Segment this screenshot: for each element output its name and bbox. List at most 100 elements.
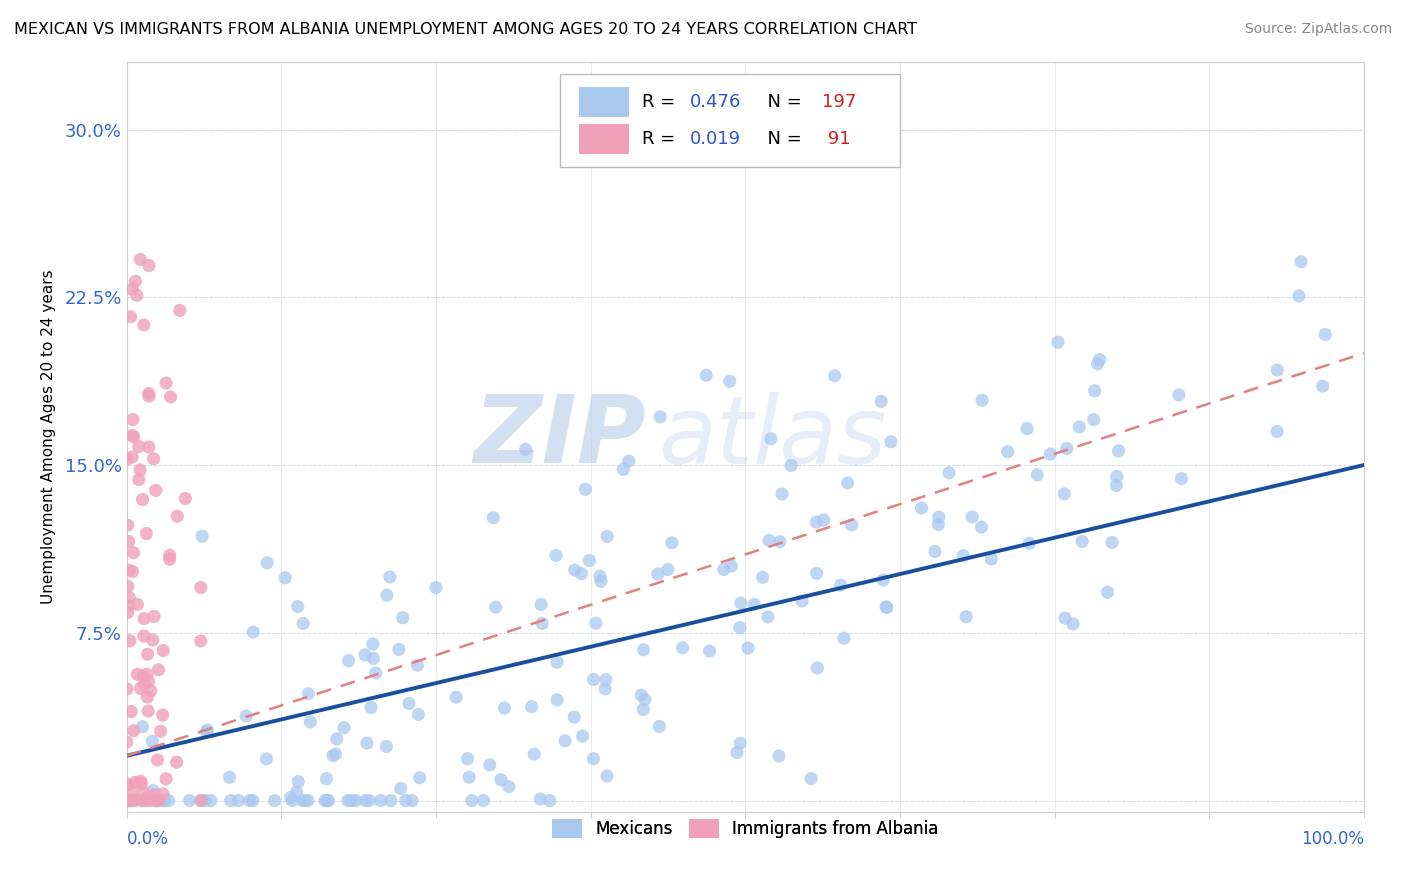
Point [148,663,170,677]
Point [485,600,508,615]
Point [152,708,174,723]
Point [135,526,157,541]
Point [1170,472,1192,486]
Point [120,310,142,324]
Point [498,780,520,794]
Point [285,785,308,799]
Point [136,690,159,704]
Point [806,661,828,675]
Point [972,393,994,408]
Point [589,569,612,583]
Point [136,704,159,718]
Point [117,777,139,791]
Point [457,752,479,766]
Point [135,667,157,681]
Point [228,793,250,807]
Text: 0.0%: 0.0% [127,830,169,848]
Point [1108,443,1130,458]
Point [1101,535,1123,549]
Point [612,462,634,476]
Point [875,599,897,614]
FancyBboxPatch shape [579,125,628,154]
Point [118,591,141,605]
Point [461,793,484,807]
Point [333,721,356,735]
Point [159,552,181,566]
Point [122,546,145,560]
Point [336,793,359,807]
Point [191,793,214,807]
Point [546,693,568,707]
Point [135,791,157,805]
Point [179,793,201,807]
Point [1071,534,1094,549]
Point [927,517,949,532]
FancyBboxPatch shape [579,87,628,117]
Point [370,793,392,807]
Point [728,621,751,635]
Point [281,793,304,807]
Point [138,389,160,403]
Point [538,793,561,807]
Point [813,513,835,527]
Point [1053,611,1076,625]
Point [117,518,139,533]
Point [769,534,792,549]
Point [118,793,141,807]
Point [768,748,790,763]
Point [143,609,166,624]
Point [357,793,380,807]
Point [1312,379,1334,393]
Text: 100.0%: 100.0% [1301,830,1364,848]
Point [242,793,264,807]
Point [127,598,149,612]
Point [1288,289,1310,303]
Point [124,793,146,807]
Point [166,509,188,524]
Point [134,793,156,807]
Point [131,776,153,790]
Point [1039,447,1062,461]
Point [118,599,141,613]
Point [132,611,155,625]
Text: 91: 91 [823,130,851,148]
Point [630,688,652,702]
Point [121,785,143,799]
Point [155,376,177,390]
Point [910,501,932,516]
Point [928,510,950,524]
Point [589,574,612,589]
Point [190,634,212,648]
Point [322,748,344,763]
Point [159,548,181,562]
Point [389,781,412,796]
Point [121,282,143,296]
Point [145,793,167,807]
Point [326,731,349,746]
Point [720,559,742,574]
Point [1062,617,1084,632]
Point [770,487,793,501]
Point [737,641,759,656]
Point [256,556,278,570]
Point [315,772,337,786]
Point [197,723,219,737]
Point [142,632,165,647]
Point [142,783,165,797]
Point [136,647,159,661]
Point [121,428,143,442]
Point [152,643,174,657]
Point [315,793,337,807]
Point [730,596,752,610]
Point [159,390,181,404]
Point [157,793,180,807]
Text: R =: R = [643,93,682,111]
Point [388,642,411,657]
Point [401,793,423,807]
Point [299,714,322,729]
Point [832,632,855,646]
Point [122,412,145,426]
Text: Source: ZipAtlas.com: Source: ZipAtlas.com [1244,22,1392,37]
Point [1084,384,1107,398]
Point [354,793,377,807]
